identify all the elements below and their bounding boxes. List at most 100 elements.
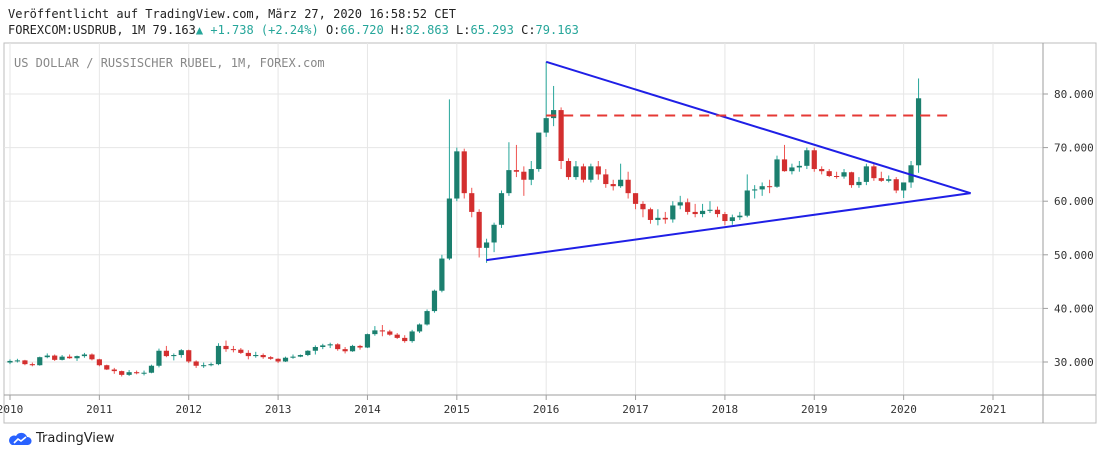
candle-body	[588, 166, 594, 180]
candle-body	[22, 360, 28, 365]
candle-body	[722, 214, 728, 222]
candle-body	[573, 166, 579, 178]
candle-body	[215, 345, 222, 365]
candle-up	[178, 349, 184, 358]
upper-trendline[interactable]	[545, 60, 971, 195]
candle-up	[759, 182, 765, 196]
candle-up	[588, 163, 594, 183]
candle-body	[513, 170, 520, 172]
time-tick-label: 2017	[622, 403, 649, 416]
candle-body	[595, 166, 601, 175]
low-value: 65.293	[470, 23, 514, 37]
chart-frame	[3, 42, 1097, 424]
candle-body	[893, 179, 899, 191]
candle-body	[670, 205, 676, 220]
time-tick-label: 2021	[980, 403, 1007, 416]
candle-body	[290, 356, 296, 358]
candle-down	[119, 370, 125, 377]
high-label: H:	[391, 23, 406, 37]
candle-body	[134, 372, 140, 374]
price-scale[interactable]: 30.000 40.000 50.000 60.000 70.000 80.000	[1043, 88, 1094, 369]
candle-up	[774, 155, 780, 188]
price-tick-label: 40.000	[1054, 302, 1094, 315]
candle-body	[848, 172, 855, 186]
time-tick-label: 2020	[890, 403, 917, 416]
time-tick-label: 2013	[265, 403, 292, 416]
candle-up	[789, 163, 795, 175]
candle-body	[506, 170, 512, 194]
time-scale[interactable]: 2010 2011 2012 2013 2014 2015 2016 2017 2018 2019…	[0, 395, 1006, 416]
candle-up	[543, 61, 549, 137]
candle-body	[230, 349, 237, 351]
candle-up	[804, 147, 810, 170]
candle-down	[394, 333, 400, 339]
candle-up	[498, 190, 505, 228]
candle-body	[759, 186, 765, 190]
candle-up	[372, 326, 378, 336]
candle-down	[580, 163, 587, 183]
candle-down	[335, 343, 341, 351]
time-tick-label: 2018	[712, 403, 739, 416]
candle-body	[305, 350, 311, 356]
lower-trendline[interactable]	[486, 192, 971, 262]
candle-down	[357, 344, 363, 350]
candle-up	[901, 182, 907, 198]
candle-up	[677, 195, 683, 210]
grid	[4, 43, 1043, 395]
candle-body	[692, 211, 698, 215]
candle-body	[677, 202, 683, 206]
candle-up	[483, 238, 490, 263]
candle-body	[796, 165, 802, 168]
candle-body	[394, 334, 400, 338]
candle-up	[14, 358, 21, 363]
candle-body	[647, 209, 654, 220]
candle-down	[603, 169, 609, 188]
candle-down	[632, 193, 639, 210]
candle-body	[335, 344, 341, 350]
candle-body	[483, 242, 490, 248]
candle-up	[707, 201, 713, 213]
candle-up	[409, 329, 415, 343]
candle-body	[543, 118, 549, 133]
candle-down	[513, 144, 520, 178]
candle-up	[439, 254, 445, 293]
candle-down	[811, 147, 817, 172]
candle-body	[766, 186, 773, 188]
candle-up	[141, 370, 147, 376]
candle-up	[506, 142, 512, 196]
candle-up	[536, 132, 542, 172]
candle-body	[416, 324, 423, 332]
price-tick-label: 80.000	[1054, 88, 1094, 101]
candle-body	[856, 181, 862, 186]
candle-up	[74, 355, 80, 361]
change-value: +1.738 (+2.24%)	[210, 23, 319, 37]
low-label: L:	[456, 23, 471, 37]
candle-up	[670, 201, 676, 223]
candle-body	[59, 356, 65, 360]
candle-body	[580, 166, 587, 180]
candle-body	[737, 215, 743, 218]
candle-body	[297, 355, 304, 357]
candle-up	[305, 350, 311, 357]
candle-up	[7, 359, 13, 365]
candle-up	[550, 85, 557, 127]
candle-down	[29, 362, 35, 367]
candle-body	[632, 193, 639, 204]
tradingview-logo[interactable]: TradingView	[8, 431, 115, 446]
candle-body	[558, 110, 564, 161]
candle-up	[156, 348, 162, 368]
candle-down	[230, 345, 237, 353]
candle-body	[871, 166, 877, 179]
candle-body	[469, 193, 475, 212]
candle-down	[819, 166, 825, 175]
candle-down	[96, 358, 102, 367]
last-price: 79.163	[152, 23, 196, 37]
candle-down	[625, 171, 631, 199]
candle-down	[238, 348, 244, 354]
candle-down	[565, 158, 572, 180]
time-tick-label: 2012	[175, 403, 202, 416]
candle-body	[14, 360, 21, 362]
candle-body	[714, 209, 721, 215]
candle-down	[722, 211, 728, 226]
